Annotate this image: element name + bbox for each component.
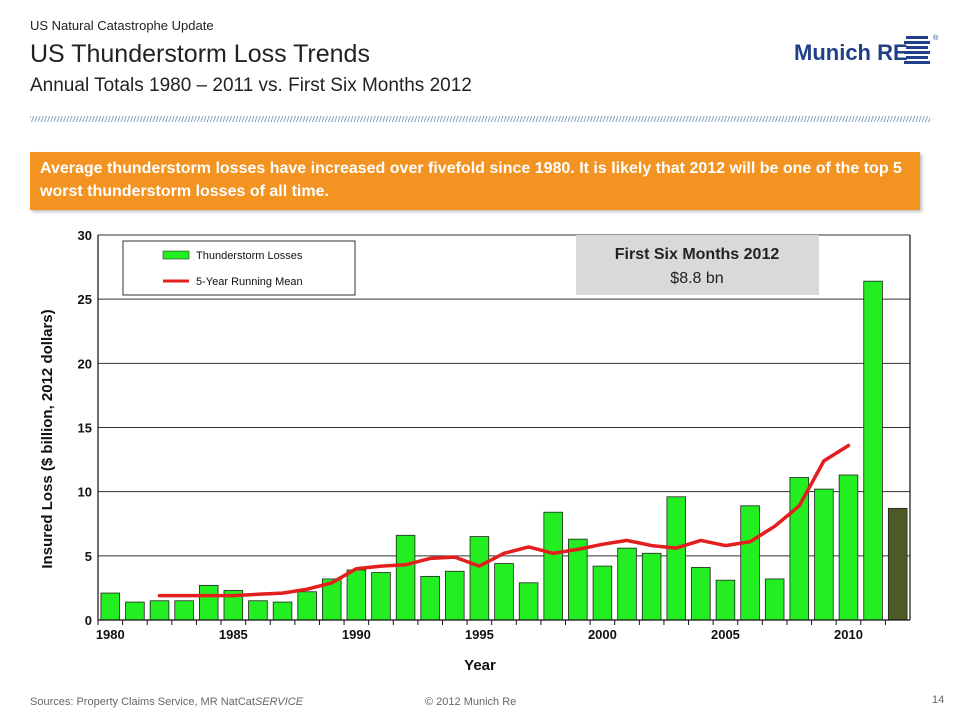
chart-legend: Thunderstorm Losses 5-Year Running Mean (122, 240, 356, 296)
x-tick-label: 1990 (342, 627, 371, 642)
legend-label-bars: Thunderstorm Losses (196, 250, 303, 262)
bar-2006 (740, 505, 760, 621)
x-tick-label: 2005 (711, 627, 740, 642)
y-tick-label: 5 (85, 549, 92, 564)
bar-2009 (814, 488, 834, 621)
y-tick-label: 0 (85, 613, 92, 628)
page-subtitle: Annual Totals 1980 – 2011 vs. First Six … (30, 75, 472, 96)
x-tick-label: 1980 (96, 627, 125, 642)
y-tick-label: 20 (78, 356, 92, 371)
bar-1992 (395, 534, 416, 621)
munich-re-logo: Munich RE ® (794, 30, 944, 70)
info-box: First Six Months 2012 $8.8 bn (576, 235, 819, 295)
bar-1997 (518, 582, 539, 621)
legend-label-line: 5-Year Running Mean (196, 276, 303, 288)
bar-1998 (543, 511, 563, 621)
bar-1994 (445, 570, 465, 621)
running-mean-line (157, 443, 851, 598)
bar-1995 (469, 536, 490, 621)
bar-1984 (198, 584, 219, 621)
y-tick-label: 15 (78, 421, 92, 436)
y-axis-label: Insured Loss ($ billion, 2012 dollars) (39, 309, 56, 568)
page-number: 14 (932, 694, 945, 706)
bar-1993 (420, 575, 440, 621)
loss-chart: Insured Loss ($ billion, 2012 dollars) Y… (30, 222, 920, 682)
logo-stripes-icon (904, 36, 930, 64)
bar-2010 (838, 474, 859, 621)
bar-2008 (789, 477, 810, 621)
bar-2003 (666, 496, 686, 621)
bar-2011 (863, 280, 883, 621)
bar-1986 (248, 600, 268, 621)
page-title: US Thunderstorm Loss Trends (30, 40, 370, 68)
x-tick-label: 1995 (465, 627, 494, 642)
bar-2005 (715, 579, 736, 621)
svg-text:®: ® (933, 34, 939, 42)
bar-1982 (149, 600, 170, 621)
bar-1991 (371, 572, 391, 621)
x-tick-label: 2000 (588, 627, 617, 642)
footer-sources: Sources: Property Claims Service, MR Nat… (30, 696, 303, 708)
bar-1980 (100, 592, 121, 621)
bar-2012 (887, 507, 908, 621)
bar-1990 (346, 569, 367, 621)
bar-2002 (641, 552, 662, 621)
callout-banner: Average thunderstorm losses have increas… (30, 152, 920, 210)
logo-text: Munich RE (794, 40, 908, 65)
legend-swatch-bars (162, 250, 190, 260)
footer-sources-text: Sources: Property Claims Service, MR Nat… (30, 696, 255, 708)
bar-2004 (691, 566, 711, 621)
x-tick-label: 1985 (219, 627, 248, 642)
bar-1981 (125, 601, 145, 621)
loss-chart-svg: Insured Loss ($ billion, 2012 dollars) Y… (39, 228, 911, 674)
bar-2001 (617, 547, 637, 621)
bar-2007 (764, 578, 785, 621)
bar-1988 (297, 591, 317, 621)
y-tick-label: 25 (78, 292, 92, 307)
y-tick-label: 10 (78, 485, 92, 500)
footer-sources-italic: SERVICE (254, 696, 304, 708)
bar-2000 (592, 565, 613, 621)
info-box-title: First Six Months 2012 (615, 246, 780, 263)
footer-copyright: © 2012 Munich Re (425, 696, 517, 708)
y-tick-label: 30 (78, 228, 92, 243)
bar-1987 (272, 601, 293, 621)
bar-1983 (174, 600, 194, 621)
section-kicker: US Natural Catastrophe Update (30, 18, 214, 33)
bar-1996 (494, 563, 514, 621)
info-box-value: $8.8 bn (670, 270, 723, 287)
x-tick-label: 2010 (834, 627, 863, 642)
header-divider (30, 116, 930, 122)
munich-re-logo-graphic: Munich RE ® (794, 34, 939, 65)
x-axis-label: Year (464, 657, 496, 674)
